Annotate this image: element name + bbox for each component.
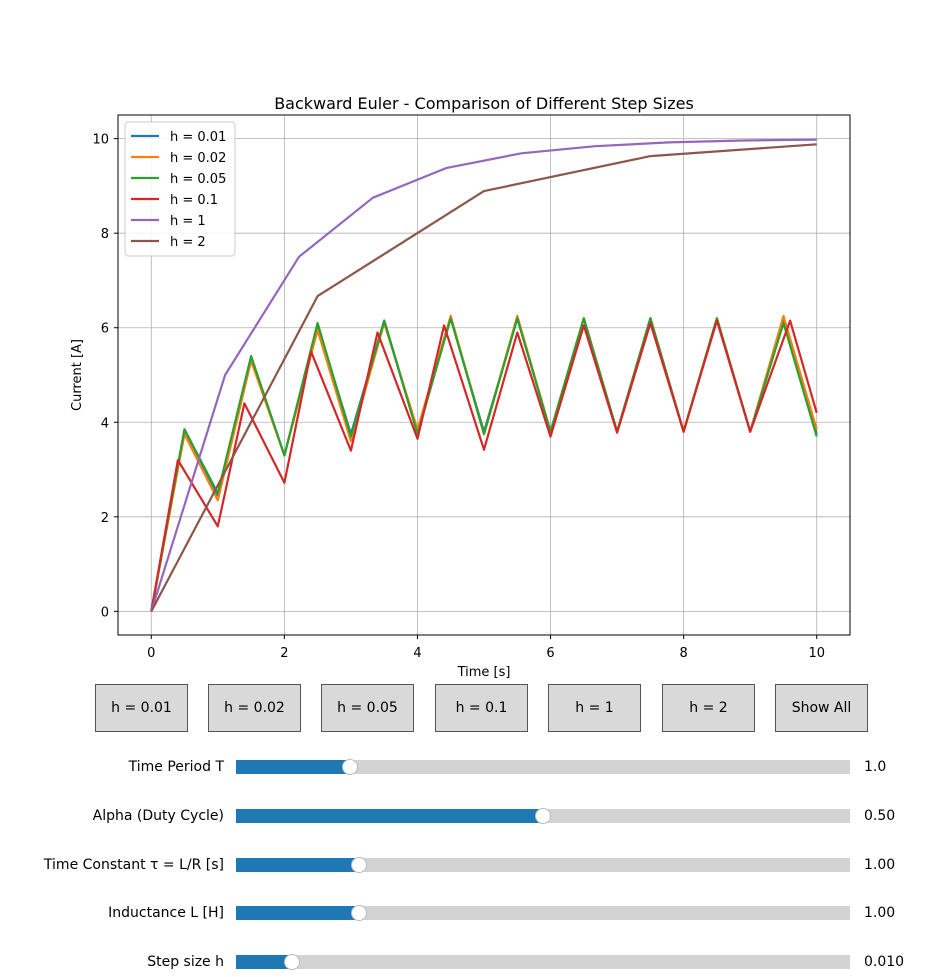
legend-label: h = 1 [170, 214, 206, 229]
slider-handle[interactable] [350, 905, 367, 921]
y-tick-label: 0 [101, 605, 109, 620]
x-axis-label: Time [s] [457, 665, 511, 680]
legend-label: h = 0.05 [170, 172, 226, 187]
chart-area: 0 2 4 6 8 10 0 2 4 6 8 10 Backward Euler - Compariso… [70, 94, 851, 680]
slider-label: Inductance L [H] [108, 905, 224, 921]
step-size-button[interactable]: h = 1 [548, 684, 641, 732]
slider-track[interactable] [236, 759, 850, 775]
slider-value: 0.50 [864, 808, 896, 824]
step-size-button[interactable]: h = 2 [662, 684, 755, 732]
y-tick-label: 6 [101, 322, 109, 337]
y-tick-label: 4 [101, 416, 109, 431]
slider-fill [236, 906, 359, 920]
slider-value: 1.00 [864, 857, 896, 873]
slider-value: 1.00 [864, 905, 896, 921]
x-tick-label: 4 [413, 646, 421, 661]
y-tick-label: 2 [101, 511, 109, 526]
x-tick-label: 2 [280, 646, 288, 661]
slider-fill [236, 858, 359, 872]
plot-frame [117, 114, 851, 636]
slider-label: Time Constant τ = L/R [s] [43, 857, 224, 873]
slider-handle[interactable] [535, 808, 551, 824]
slider-handle[interactable] [283, 954, 300, 970]
slider-track[interactable] [236, 808, 850, 824]
y-axis-label: Current [A] [70, 339, 85, 411]
legend-label: h = 2 [170, 235, 206, 250]
x-tick-label: 10 [808, 646, 825, 661]
slider-fill [236, 760, 350, 774]
x-tick-label: 6 [546, 646, 554, 661]
series-line [150, 319, 818, 612]
x-tick-label: 0 [147, 646, 155, 661]
step-size-button[interactable]: h = 0.02 [208, 684, 301, 732]
slider-value: 0.010 [864, 954, 905, 970]
step-size-button[interactable]: h = 0.1 [435, 684, 528, 732]
legend-label: h = 0.01 [170, 130, 226, 145]
y-tick-label: 8 [101, 227, 109, 242]
slider-track[interactable] [236, 905, 850, 921]
slider-handle[interactable] [350, 857, 367, 873]
y-tick-label: 10 [92, 133, 109, 148]
x-tick-label: 8 [679, 646, 687, 661]
legend-box [124, 121, 236, 257]
slider-value: 1.0 [864, 759, 887, 775]
slider-handle[interactable] [341, 759, 358, 775]
slider-label: Alpha (Duty Cycle) [92, 808, 224, 824]
slider-track[interactable] [236, 954, 850, 970]
slider-fill [236, 809, 543, 823]
slider-label: Time Period T [128, 759, 224, 775]
step-size-button[interactable]: h = 0.05 [321, 684, 414, 732]
step-size-button[interactable]: h = 0.01 [95, 684, 188, 732]
series-line [150, 143, 817, 612]
legend-label: h = 0.1 [170, 193, 218, 208]
slider-fill [236, 955, 292, 969]
slider-track[interactable] [236, 857, 850, 873]
series-line [150, 138, 817, 612]
legend-label: h = 0.02 [170, 151, 226, 166]
chart-title: Backward Euler - Comparison of Different… [274, 94, 694, 113]
slider-label: Step size h [147, 954, 224, 970]
show-all-button[interactable]: Show All [775, 684, 868, 732]
